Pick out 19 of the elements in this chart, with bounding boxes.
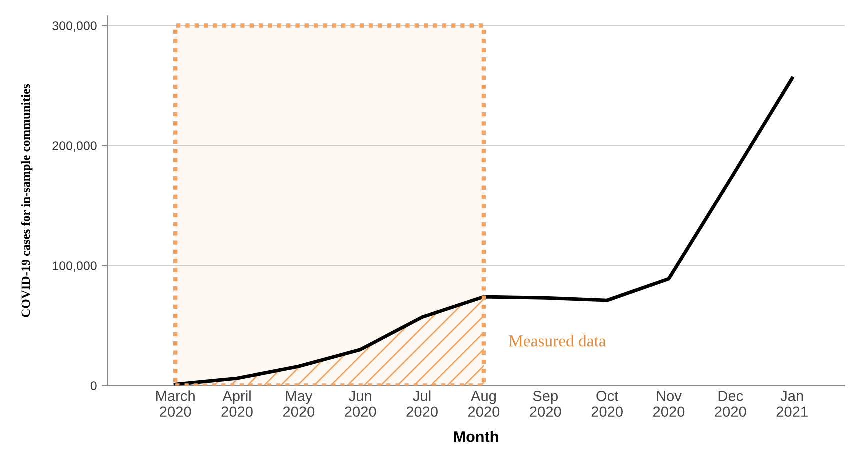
x-axis-title: Month bbox=[454, 431, 498, 442]
x-tick-label: Aug 2020 bbox=[468, 391, 500, 418]
x-tick-label: Nov 2020 bbox=[654, 391, 685, 418]
line-series bbox=[174, 76, 794, 386]
y-axis-title: COVID-19 cases for in-sample communities bbox=[21, 84, 33, 318]
y-tick-label: 200,000 bbox=[52, 142, 97, 152]
x-tick-label: Jan 2021 bbox=[776, 391, 808, 418]
y-tick-label: 100,000 bbox=[53, 262, 97, 272]
y-tick-label: 300,000 bbox=[52, 22, 97, 32]
x-tick-label: May 2020 bbox=[283, 391, 315, 418]
x-tick-label: Jun 2020 bbox=[345, 391, 376, 418]
band-label: Measured data bbox=[509, 335, 606, 347]
x-tick-label: Oct 2020 bbox=[592, 391, 623, 418]
x-tick-label: March 2020 bbox=[156, 390, 195, 418]
x-tick-label: Sep 2020 bbox=[530, 391, 562, 418]
x-tick-label: Dec 2020 bbox=[715, 391, 746, 418]
y-tick-label: 0 bbox=[90, 382, 97, 390]
x-tick-label: April 2020 bbox=[222, 390, 253, 418]
x-tick-label: Jul 2020 bbox=[406, 390, 438, 418]
